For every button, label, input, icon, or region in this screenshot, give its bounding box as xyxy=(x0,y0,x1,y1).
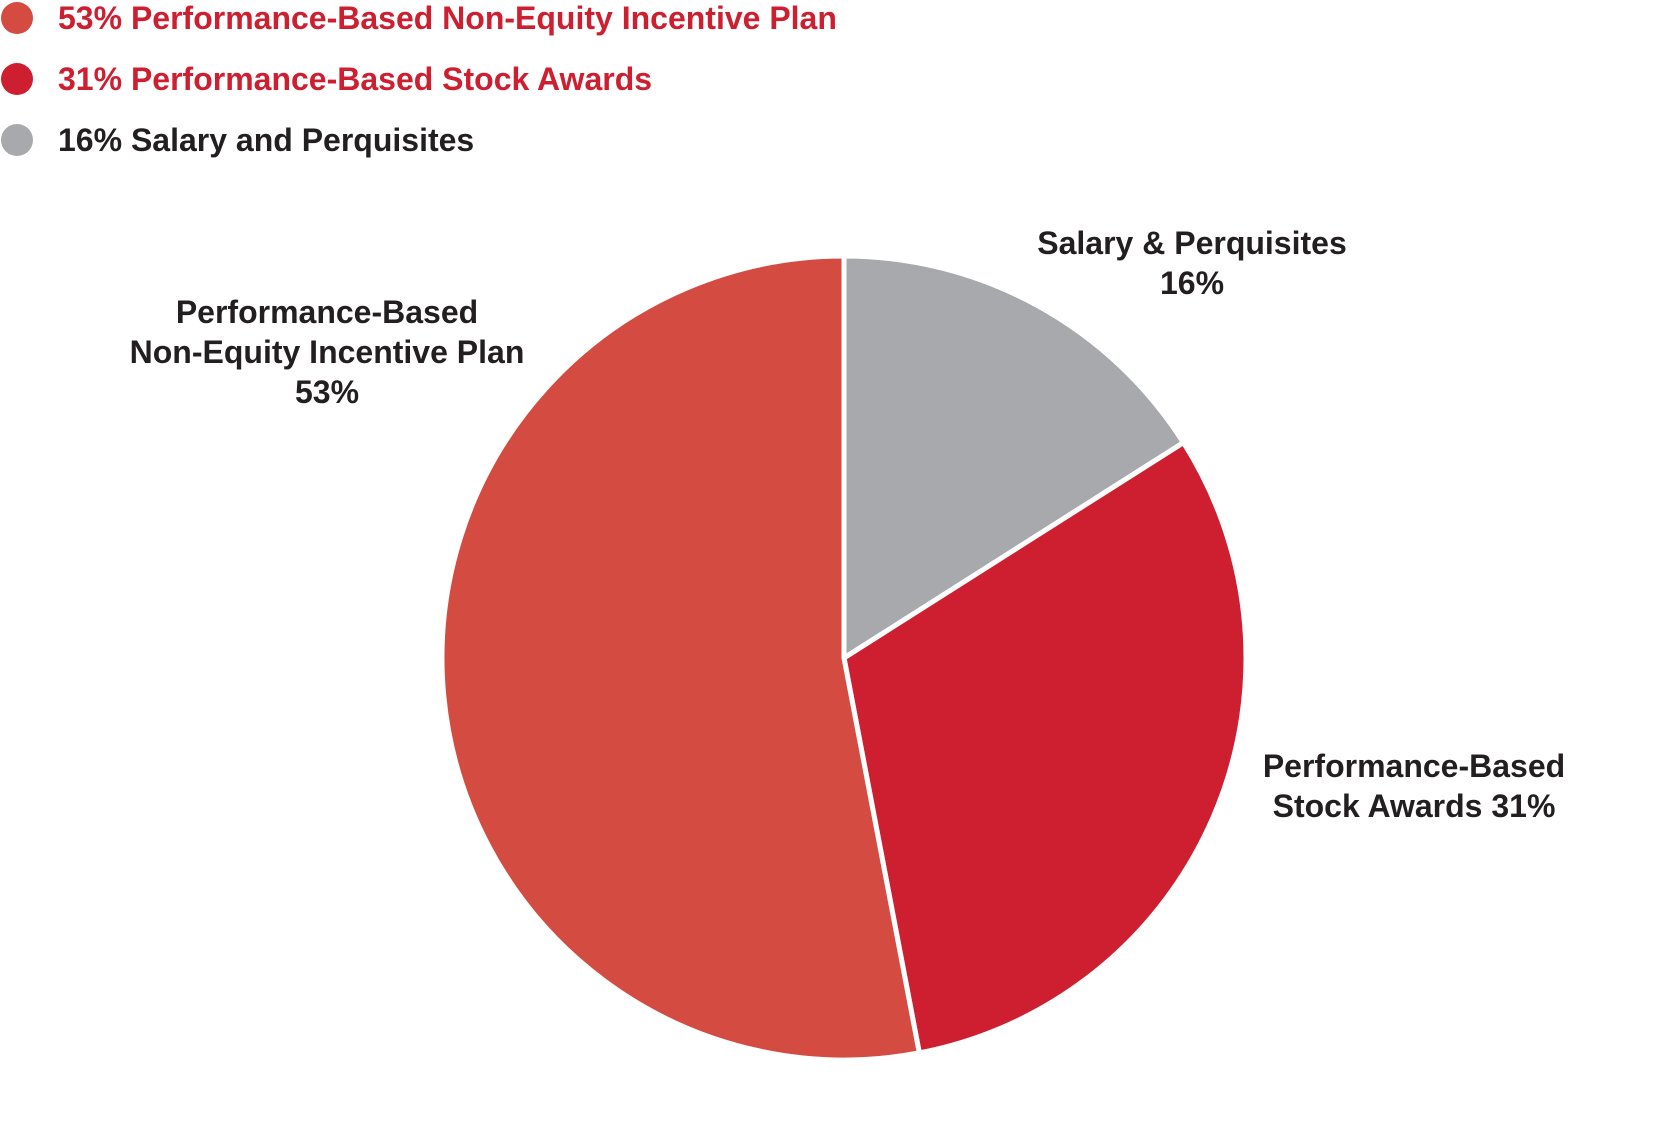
slice-label-line: Stock Awards 31% xyxy=(1273,788,1556,824)
slice-label-line: Performance-Based xyxy=(1263,748,1565,784)
legend-marker-stock xyxy=(1,63,33,95)
slice-label-line: Performance-Based xyxy=(176,294,478,330)
pie-slice-salary xyxy=(841,253,1186,661)
slice-label-line: 53% xyxy=(295,374,359,410)
slice-label-line: Non-Equity Incentive Plan xyxy=(130,334,525,370)
chart-legend: 53% Performance-Based Non-Equity Incenti… xyxy=(1,0,837,158)
slice-label-non-equity: Performance-Based Non-Equity Incentive Pl… xyxy=(130,294,525,410)
slice-label-stock: Performance-Based Stock Awards 31% xyxy=(1263,748,1565,824)
pie-slice-stock xyxy=(841,440,1249,1056)
legend-marker-non-equity xyxy=(1,2,33,34)
legend-label-stock: 31% Performance-Based Stock Awards xyxy=(58,61,652,97)
pie-slices xyxy=(439,253,1249,1063)
slice-label-line: Salary & Perquisites xyxy=(1037,225,1346,261)
legend-label-salary: 16% Salary and Perquisites xyxy=(58,122,474,158)
slice-label-salary: Salary & Perquisites 16% xyxy=(1037,225,1346,301)
legend-label-non-equity: 53% Performance-Based Non-Equity Incenti… xyxy=(58,0,837,36)
slice-label-line: 16% xyxy=(1160,265,1224,301)
legend-marker-salary xyxy=(1,124,33,156)
slice-labels: Salary & Perquisites 16% Performance-Based… xyxy=(130,225,1566,824)
pie-slice-non-equity xyxy=(439,253,922,1063)
